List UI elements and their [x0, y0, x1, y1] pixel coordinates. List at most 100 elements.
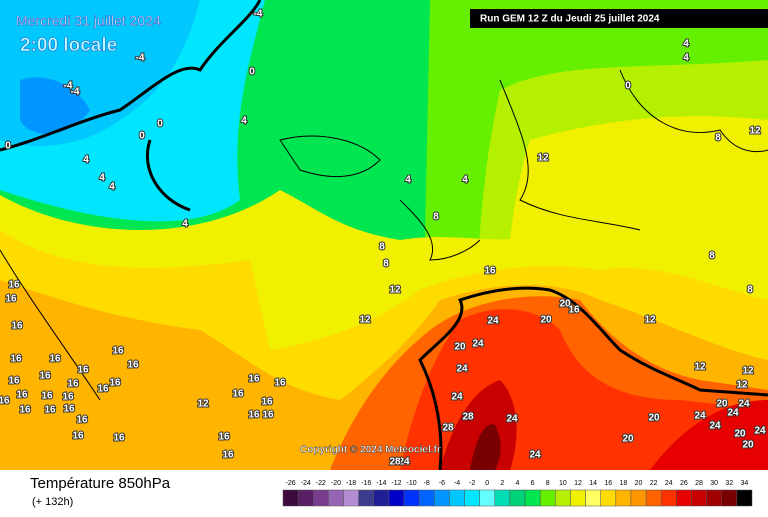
- contour-label: 16: [248, 374, 260, 385]
- contour-label: 24: [451, 392, 463, 403]
- legend-label: -12: [391, 480, 401, 487]
- legend-swatch: [585, 489, 601, 507]
- contour-label: 24: [398, 457, 410, 468]
- legend-label: -16: [361, 480, 371, 487]
- contour-label: -4: [64, 81, 73, 92]
- contour-label: 20: [648, 413, 660, 424]
- contour-label: 12: [742, 366, 754, 377]
- legend-label: -14: [376, 480, 386, 487]
- contour-label: 16: [62, 392, 74, 403]
- legend-label: 4: [516, 480, 520, 487]
- borders: [0, 69, 768, 401]
- legend-swatch: [570, 489, 586, 507]
- contour-label: 0: [249, 67, 255, 78]
- contour-label: 4: [109, 182, 115, 193]
- legend-swatch: [524, 489, 541, 507]
- legend-swatch: [297, 489, 314, 507]
- contour-label: 16: [8, 280, 20, 291]
- contour-label: 24: [529, 450, 541, 461]
- contour-label: 16: [262, 410, 274, 421]
- contour-label: 16: [39, 371, 51, 382]
- legend-label: 26: [680, 480, 688, 487]
- contour-label: 16: [41, 391, 53, 402]
- legend-label: 18: [620, 480, 628, 487]
- contour-label: 16: [49, 354, 61, 365]
- contour-label: 16: [484, 266, 496, 277]
- contour-label: 4: [683, 53, 689, 64]
- legend-label: 2: [500, 480, 504, 487]
- contour-label: 20: [454, 342, 466, 353]
- contour-label: 16: [248, 410, 260, 421]
- contour-label: 8: [715, 133, 721, 144]
- contour-label: 4: [462, 175, 468, 186]
- legend-label: -6: [439, 480, 445, 487]
- contour-label: 0: [625, 81, 631, 92]
- contour-label: 4: [683, 39, 689, 50]
- legend-swatch: [373, 489, 390, 507]
- legend-swatch: [539, 489, 556, 507]
- contour-label: 0: [157, 119, 163, 130]
- legend-label: 14: [589, 480, 597, 487]
- copyright: Copyright © 2024 Meteociel.fr: [300, 445, 441, 456]
- contour-label: 12: [694, 362, 706, 373]
- coastlines: [0, 0, 768, 471]
- legend-label: 30: [710, 480, 718, 487]
- legend-label: 0: [485, 480, 489, 487]
- contour-label: 24: [727, 408, 739, 419]
- legend-swatch: [721, 489, 738, 507]
- contour-label: 16: [8, 376, 20, 387]
- legend-label: 10: [559, 480, 567, 487]
- contour-label: 20: [716, 399, 728, 410]
- legend-swatch: [282, 489, 299, 507]
- contour-label: 8: [433, 212, 439, 223]
- contour-label: 20: [540, 315, 552, 326]
- contour-label: 24: [456, 364, 468, 375]
- legend-swatch: [555, 489, 571, 507]
- contour-label: 16: [112, 346, 124, 357]
- legend-swatch: [736, 489, 753, 507]
- contour-label: 12: [749, 126, 761, 137]
- legend-swatch: [313, 489, 329, 507]
- legend-swatch: [434, 489, 450, 507]
- legend-swatch: [418, 489, 435, 507]
- contour-label: 20: [559, 299, 571, 310]
- contour-label: 16: [222, 450, 234, 461]
- legend-label: -4: [454, 480, 460, 487]
- contour-label: 16: [67, 379, 79, 390]
- legend-label: -8: [424, 480, 430, 487]
- contour-label: 16: [232, 389, 244, 400]
- legend-swatch: [600, 489, 617, 507]
- contour-label: 12: [644, 315, 656, 326]
- contour-label: 4: [99, 173, 105, 184]
- legend-swatch: [630, 489, 647, 507]
- legend-label: 12: [574, 480, 582, 487]
- contour-label: -4: [136, 53, 145, 64]
- contour-label: 8: [747, 285, 753, 296]
- contour-label: 4: [83, 155, 89, 166]
- legend-label: -24: [301, 480, 311, 487]
- contour-label: 24: [487, 316, 499, 327]
- contour-label: 16: [19, 405, 31, 416]
- contour-label: 16: [0, 396, 10, 407]
- contour-label: 0: [5, 141, 11, 152]
- contour-label: 16: [274, 378, 286, 389]
- legend-label: 8: [546, 480, 550, 487]
- contour-label: 16: [44, 405, 56, 416]
- run-info: Run GEM 12 Z du Jeudi 25 juillet 2024: [480, 14, 660, 25]
- contour-label: -4: [254, 9, 263, 20]
- legend-label: -26: [286, 480, 296, 487]
- legend-label: -10: [407, 480, 417, 487]
- contour-label: 16: [568, 305, 580, 316]
- contour-label: 12: [537, 153, 549, 164]
- contour-label: 16: [113, 433, 125, 444]
- contour-label: 12: [736, 380, 748, 391]
- legend-swatch: [328, 489, 344, 507]
- contour-label: -4: [71, 87, 80, 98]
- legend-label: 24: [665, 480, 673, 487]
- contour-label: 16: [11, 321, 23, 332]
- contour-label: 12: [389, 285, 401, 296]
- contour-label: 16: [97, 384, 109, 395]
- date-title: Mercredi 31 juillet 2024: [16, 13, 161, 29]
- contour-label: 24: [709, 421, 721, 432]
